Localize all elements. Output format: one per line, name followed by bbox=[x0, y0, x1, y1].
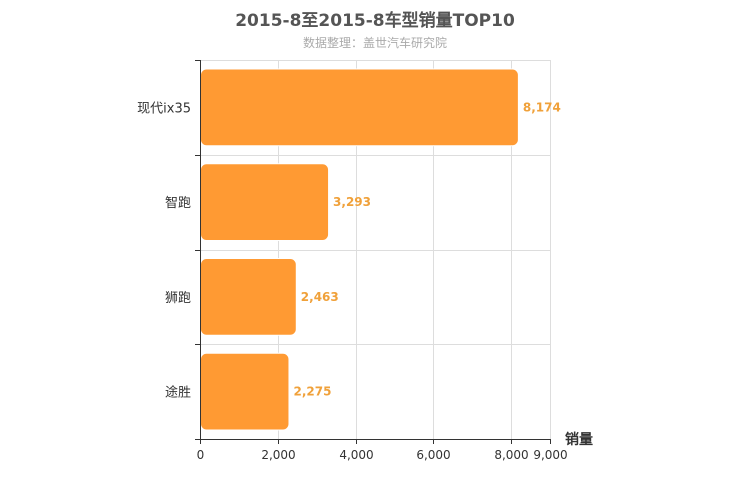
bar bbox=[200, 258, 297, 336]
bar bbox=[200, 163, 330, 241]
category-label: 现代ix35 bbox=[137, 101, 191, 116]
x-axis-title: 销量 bbox=[565, 431, 593, 448]
category-label: 狮跑 bbox=[165, 291, 191, 306]
chart-title: 2015-8至2015-8车型销量TOP10 bbox=[235, 11, 515, 31]
bar-value-label: 2,463 bbox=[301, 290, 339, 304]
category-label: 智跑 bbox=[165, 196, 191, 211]
x-tick-label: 4,000 bbox=[339, 448, 373, 462]
bar bbox=[200, 68, 519, 147]
x-tick-label: 0 bbox=[197, 448, 205, 462]
bar-value-label: 3,293 bbox=[333, 195, 371, 209]
bar-layer: 8,174 3,293 2,463 2,275 bbox=[200, 68, 561, 431]
chart-subtitle: 数据整理：盖世汽车研究院 bbox=[302, 36, 447, 50]
x-tick-label: 2,000 bbox=[261, 448, 295, 462]
x-tick-label: 9,000 bbox=[533, 448, 567, 462]
bar bbox=[200, 352, 290, 431]
bar-value-label: 2,275 bbox=[293, 385, 331, 399]
x-tick-label: 6,000 bbox=[416, 448, 450, 462]
category-label: 途胜 bbox=[165, 385, 191, 401]
x-tick-label: 8,000 bbox=[494, 448, 528, 462]
bar-value-label: 8,174 bbox=[523, 100, 561, 114]
